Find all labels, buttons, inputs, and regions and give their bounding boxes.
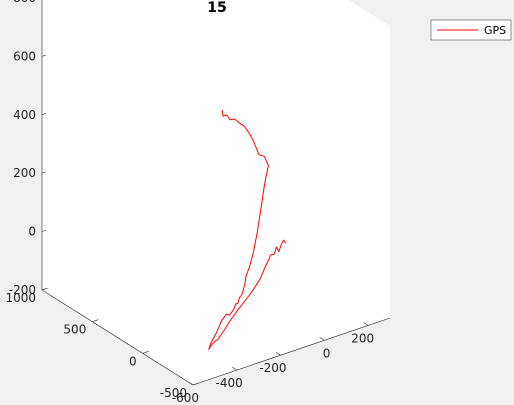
y-tick [142, 351, 149, 354]
y-tick-label: 500 [63, 323, 86, 337]
x-tick-label: 0 [323, 346, 331, 360]
x-tick-label: 200 [351, 331, 374, 345]
y-axis-line [41, 289, 194, 386]
series-line-gps [208, 110, 287, 350]
z-tick [41, 113, 47, 116]
x-tick [232, 367, 237, 371]
x-tick [363, 322, 369, 326]
x-axis-line [192, 317, 391, 386]
y-tick [192, 382, 200, 386]
x-tick [188, 381, 194, 386]
z-tick-label: 200 [13, 166, 36, 180]
x-tick-label: -200 [259, 361, 286, 375]
z-tick [41, 171, 47, 174]
legend-label-gps: GPS [484, 24, 506, 37]
x-tick [319, 337, 325, 341]
axes-background [42, 0, 390, 385]
y-tick [92, 319, 99, 322]
x-tick-label: -400 [216, 376, 243, 390]
chart-title: 15 [207, 0, 226, 16]
y-tick-label: 1000 [5, 291, 36, 305]
y-tick-label: -500 [160, 386, 187, 400]
axes-3d[interactable]: -600-400-2000200-50005001000-20002004006… [5, 0, 391, 405]
y-tick-label: 0 [129, 354, 137, 368]
z-tick-label: 800 [13, 0, 36, 5]
z-tick-label: 0 [28, 225, 36, 239]
legend[interactable]: GPS [430, 19, 512, 41]
z-tick-label: -200 [9, 283, 36, 297]
z-tick [41, 229, 47, 232]
x-tick-label: -600 [172, 391, 199, 405]
z-tick [41, 54, 47, 57]
z-tick [41, 288, 47, 291]
z-tick-label: 400 [13, 108, 36, 122]
x-tick [275, 352, 281, 356]
z-tick-label: 600 [13, 49, 36, 63]
